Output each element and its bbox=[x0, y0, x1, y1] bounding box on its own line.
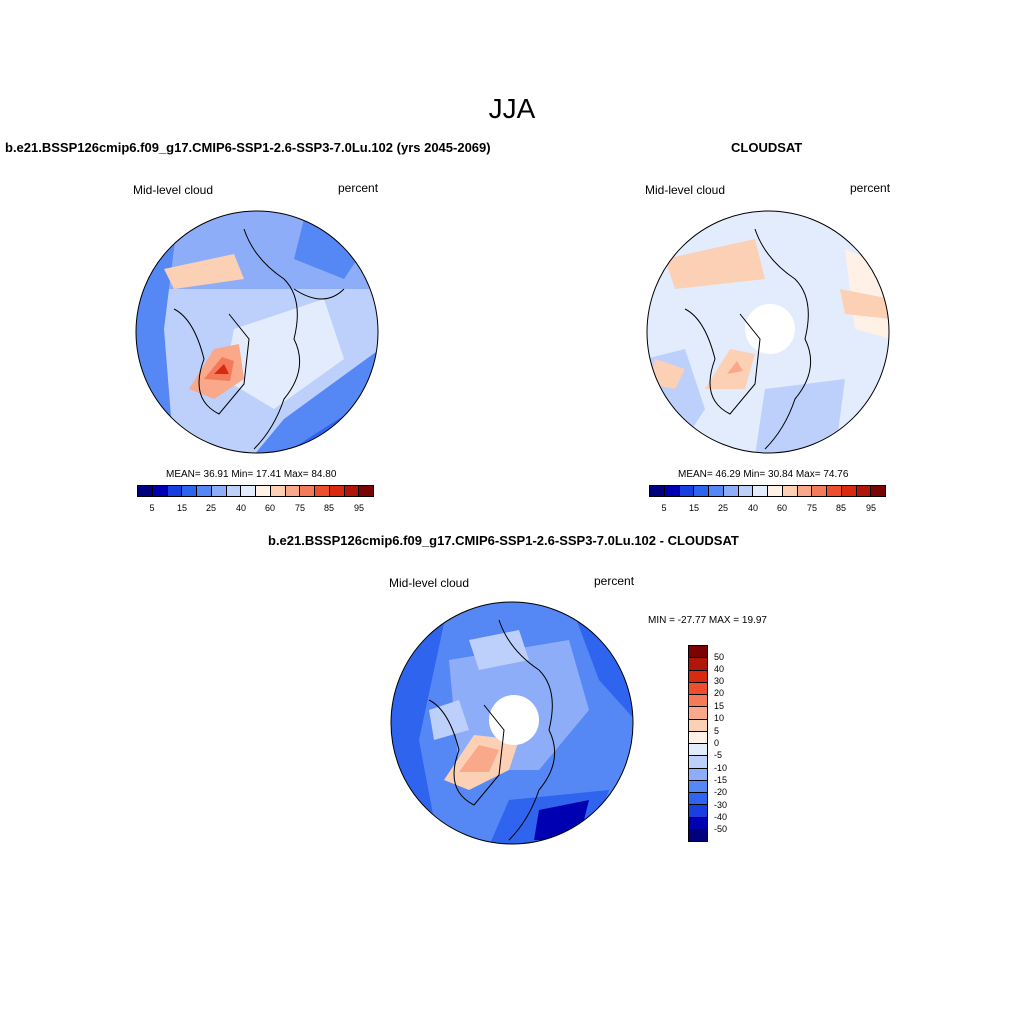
tick-label: 75 bbox=[294, 503, 306, 513]
panel-2-units-label: percent bbox=[850, 181, 891, 195]
tick-label: 5 bbox=[714, 726, 720, 736]
panel-1-units-label: percent bbox=[338, 181, 379, 195]
tick-label: 60 bbox=[776, 503, 788, 513]
tick-label: 25 bbox=[205, 503, 217, 513]
panel-3-units-label: percent bbox=[594, 574, 635, 588]
tick-label: 75 bbox=[806, 503, 818, 513]
panel-2-colorbar bbox=[649, 485, 886, 497]
tick-label: 5 bbox=[149, 503, 155, 513]
tick-label: 15 bbox=[688, 503, 700, 513]
panel-1-variable-label: Mid-level cloud bbox=[133, 183, 214, 197]
tick-label: 15 bbox=[176, 503, 188, 513]
tick-label: 15 bbox=[714, 701, 725, 711]
tick-label: 40 bbox=[747, 503, 759, 513]
tick-label: 25 bbox=[717, 503, 729, 513]
panel-2-stats: MEAN= 46.29 Min= 30.84 Max= 74.76 bbox=[678, 469, 849, 480]
tick-label: -20 bbox=[714, 787, 728, 797]
panel-3-colorbar bbox=[688, 645, 708, 842]
panel-3-stats: MIN = -27.77 MAX = 19.97 bbox=[648, 615, 767, 626]
tick-label: 0 bbox=[714, 738, 720, 748]
tick-label: 40 bbox=[714, 664, 725, 674]
panel-1-map bbox=[135, 210, 379, 454]
tick-label: 95 bbox=[353, 503, 365, 513]
tick-label: 85 bbox=[323, 503, 335, 513]
tick-label: 30 bbox=[714, 676, 725, 686]
panel-3-map bbox=[390, 601, 634, 845]
tick-label: -30 bbox=[714, 800, 728, 810]
tick-label: 40 bbox=[235, 503, 247, 513]
panel-2-variable-label: Mid-level cloud bbox=[645, 183, 726, 197]
tick-label: 95 bbox=[865, 503, 877, 513]
tick-label: -5 bbox=[714, 750, 723, 760]
tick-label: 5 bbox=[661, 503, 667, 513]
tick-label: 50 bbox=[714, 652, 725, 662]
tick-label: 85 bbox=[835, 503, 847, 513]
tick-label: 60 bbox=[264, 503, 276, 513]
tick-label: -50 bbox=[714, 824, 728, 834]
figure-title: JJA bbox=[488, 93, 536, 124]
tick-label: -10 bbox=[714, 763, 728, 773]
tick-label: -15 bbox=[714, 775, 728, 785]
panel-1-title: b.e21.BSSP126cmip6.f09_g17.CMIP6-SSP1-2.… bbox=[5, 140, 491, 155]
tick-label: -40 bbox=[714, 812, 728, 822]
panel-2-title: CLOUDSAT bbox=[731, 140, 803, 155]
tick-label: 20 bbox=[714, 688, 725, 698]
panel-3-variable-label: Mid-level cloud bbox=[389, 576, 470, 590]
tick-label: 10 bbox=[714, 713, 725, 723]
panel-1-stats: MEAN= 36.91 Min= 17.41 Max= 84.80 bbox=[166, 469, 337, 480]
panel-1-colorbar bbox=[137, 485, 374, 497]
panel-3-title: b.e21.BSSP126cmip6.f09_g17.CMIP6-SSP1-2.… bbox=[268, 533, 739, 548]
panel-2-map bbox=[646, 210, 890, 454]
